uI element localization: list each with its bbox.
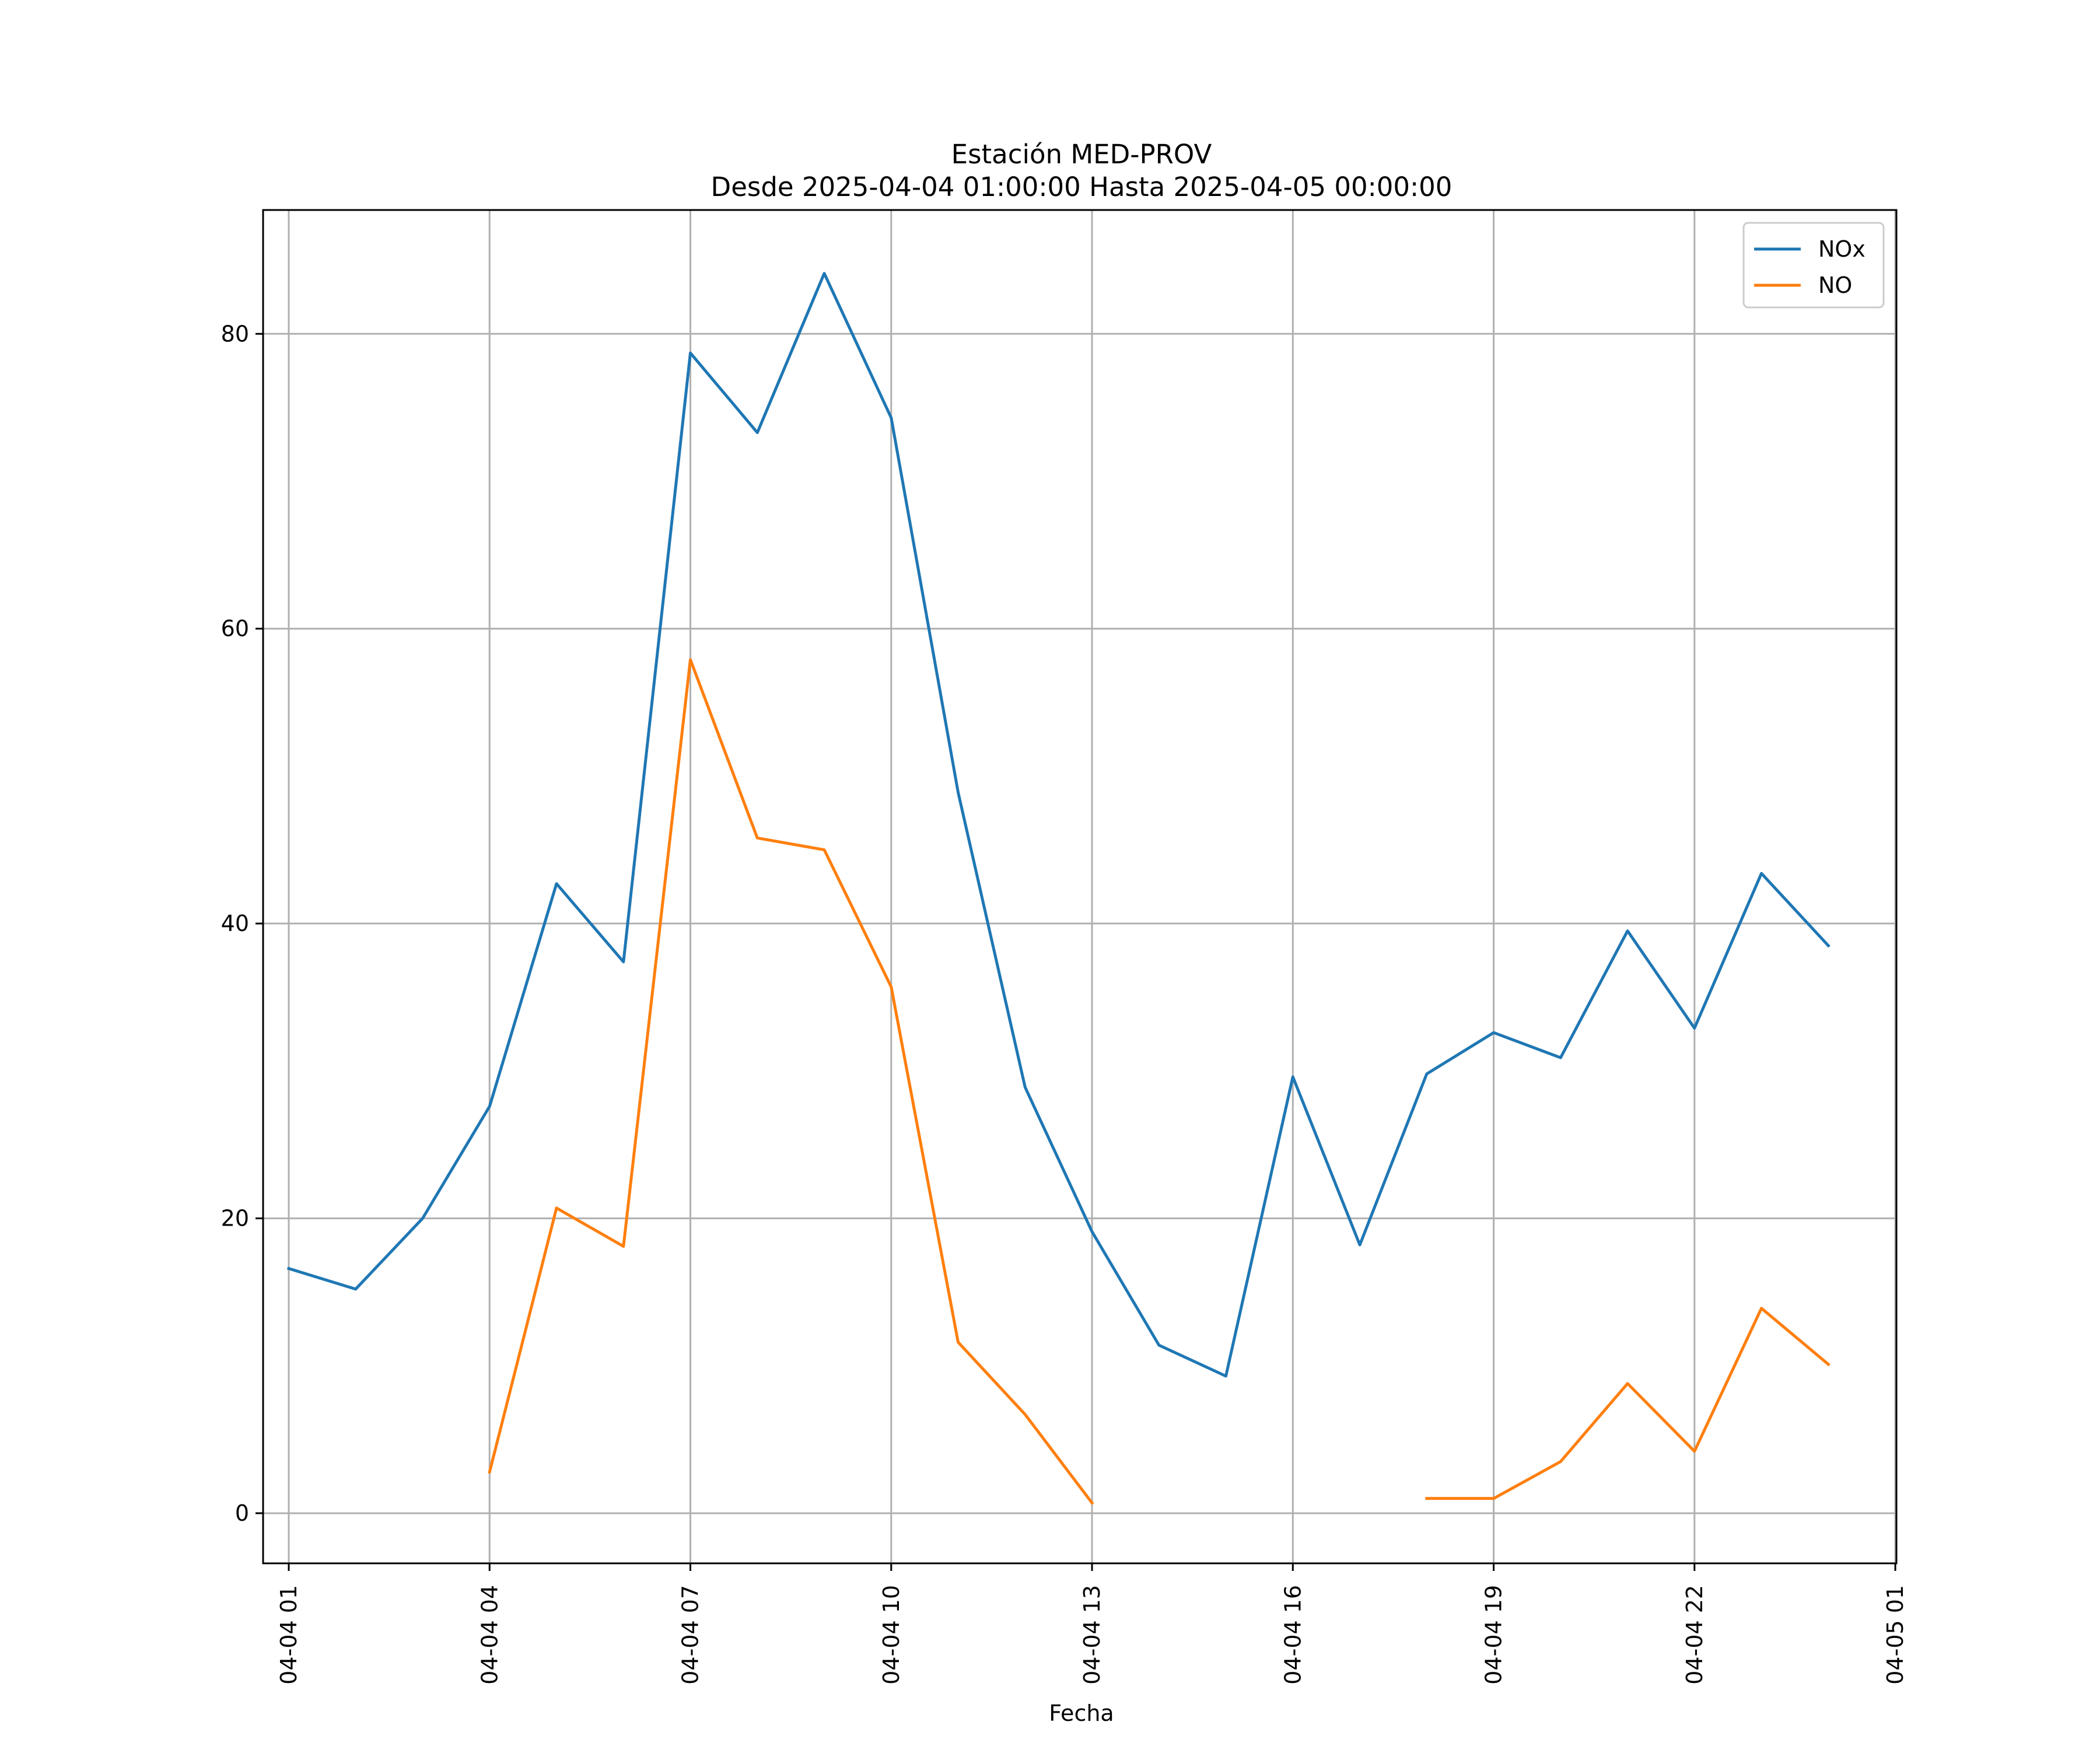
series-line-no [1425, 1307, 1831, 1500]
legend: NOx NO [1742, 222, 1885, 309]
x-tick-label: 04-04 07 [678, 1585, 704, 1685]
x-tick-label: 04-04 13 [1079, 1585, 1105, 1685]
chart-subtitle: Desde 2025-04-04 01:00:00 Hasta 2025-04-… [711, 172, 1452, 202]
series-line-no [488, 658, 1094, 1505]
grid-lines [263, 210, 1896, 1563]
plot-lines [286, 272, 1831, 1505]
x-tick-label: 04-04 19 [1481, 1585, 1507, 1685]
y-tick-label: 60 [221, 616, 249, 642]
x-tick-label: 04-05 01 [1882, 1585, 1908, 1685]
axis-ticks: 0 20 40 60 80 04-04 01 04-04 04 04-04 07 04-04 1… [221, 321, 1908, 1685]
y-tick-label: 0 [235, 1500, 249, 1526]
x-axis-label: Fecha [1049, 1700, 1114, 1726]
legend-label-no: NO [1818, 272, 1852, 298]
x-tick-label: 04-04 10 [878, 1585, 904, 1685]
x-tick-label: 04-04 16 [1280, 1585, 1306, 1685]
series-line-nox [286, 272, 1831, 1378]
y-tick-label: 20 [221, 1206, 249, 1231]
plot-frame [262, 209, 1898, 1564]
legend-box [1742, 222, 1885, 309]
chart-title: Estación MED-PROV [951, 139, 1212, 170]
y-tick-label: 80 [221, 321, 249, 346]
x-tick-label: 04-04 04 [477, 1585, 502, 1685]
x-tick-label: 04-04 01 [276, 1585, 302, 1685]
legend-label-nox: NOx [1818, 236, 1866, 262]
x-tick-label: 04-04 22 [1682, 1585, 1707, 1685]
y-tick-label: 40 [221, 911, 249, 936]
